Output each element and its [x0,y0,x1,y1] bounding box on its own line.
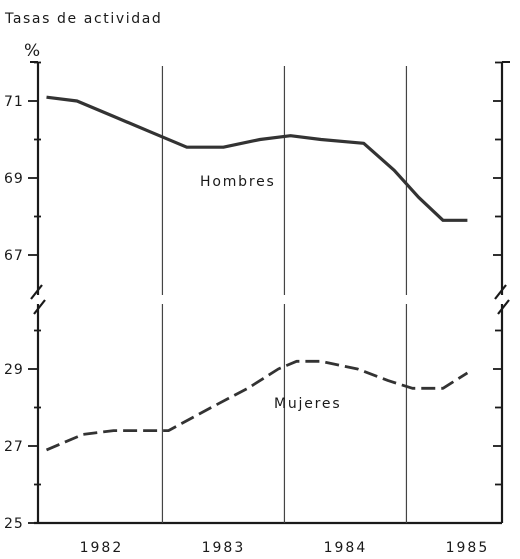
left-axis-break-mark-top [30,284,43,300]
left-axis-break-mark-bottom [33,299,46,315]
x-tick-labels: 1982 1983 1984 1985 [80,540,490,556]
y-unit-label: % [24,41,40,61]
series-labels: Hombres Mujeres [200,174,341,412]
y-tick-label: 25 [4,516,24,532]
chart-frame [30,61,510,525]
series-line-hombres [46,95,468,222]
y-tick-label: 67 [4,248,24,264]
right-axis-break-mark-top [494,284,507,300]
chart-title: Tasas de actividad [4,11,162,27]
series-lines [45,95,469,452]
series-label-mujeres: Mujeres [274,396,341,412]
axis-ticks [28,61,502,524]
series-line-mujeres [45,359,469,452]
x-tick-label: 1984 [324,540,368,556]
year-gridlines [161,66,408,523]
y-tick-label: 69 [4,171,24,187]
y-tick-label: 29 [4,362,24,378]
x-tick-label: 1982 [80,540,124,556]
x-tick-label: 1985 [446,540,490,556]
y-tick-label: 71 [4,94,24,110]
right-axis-break-mark-bottom [497,299,510,315]
series-label-hombres: Hombres [200,174,276,190]
y-tick-label: 27 [4,439,24,455]
x-tick-label: 1983 [202,540,246,556]
y-tick-labels: 71 69 67 29 27 25 [4,94,24,532]
